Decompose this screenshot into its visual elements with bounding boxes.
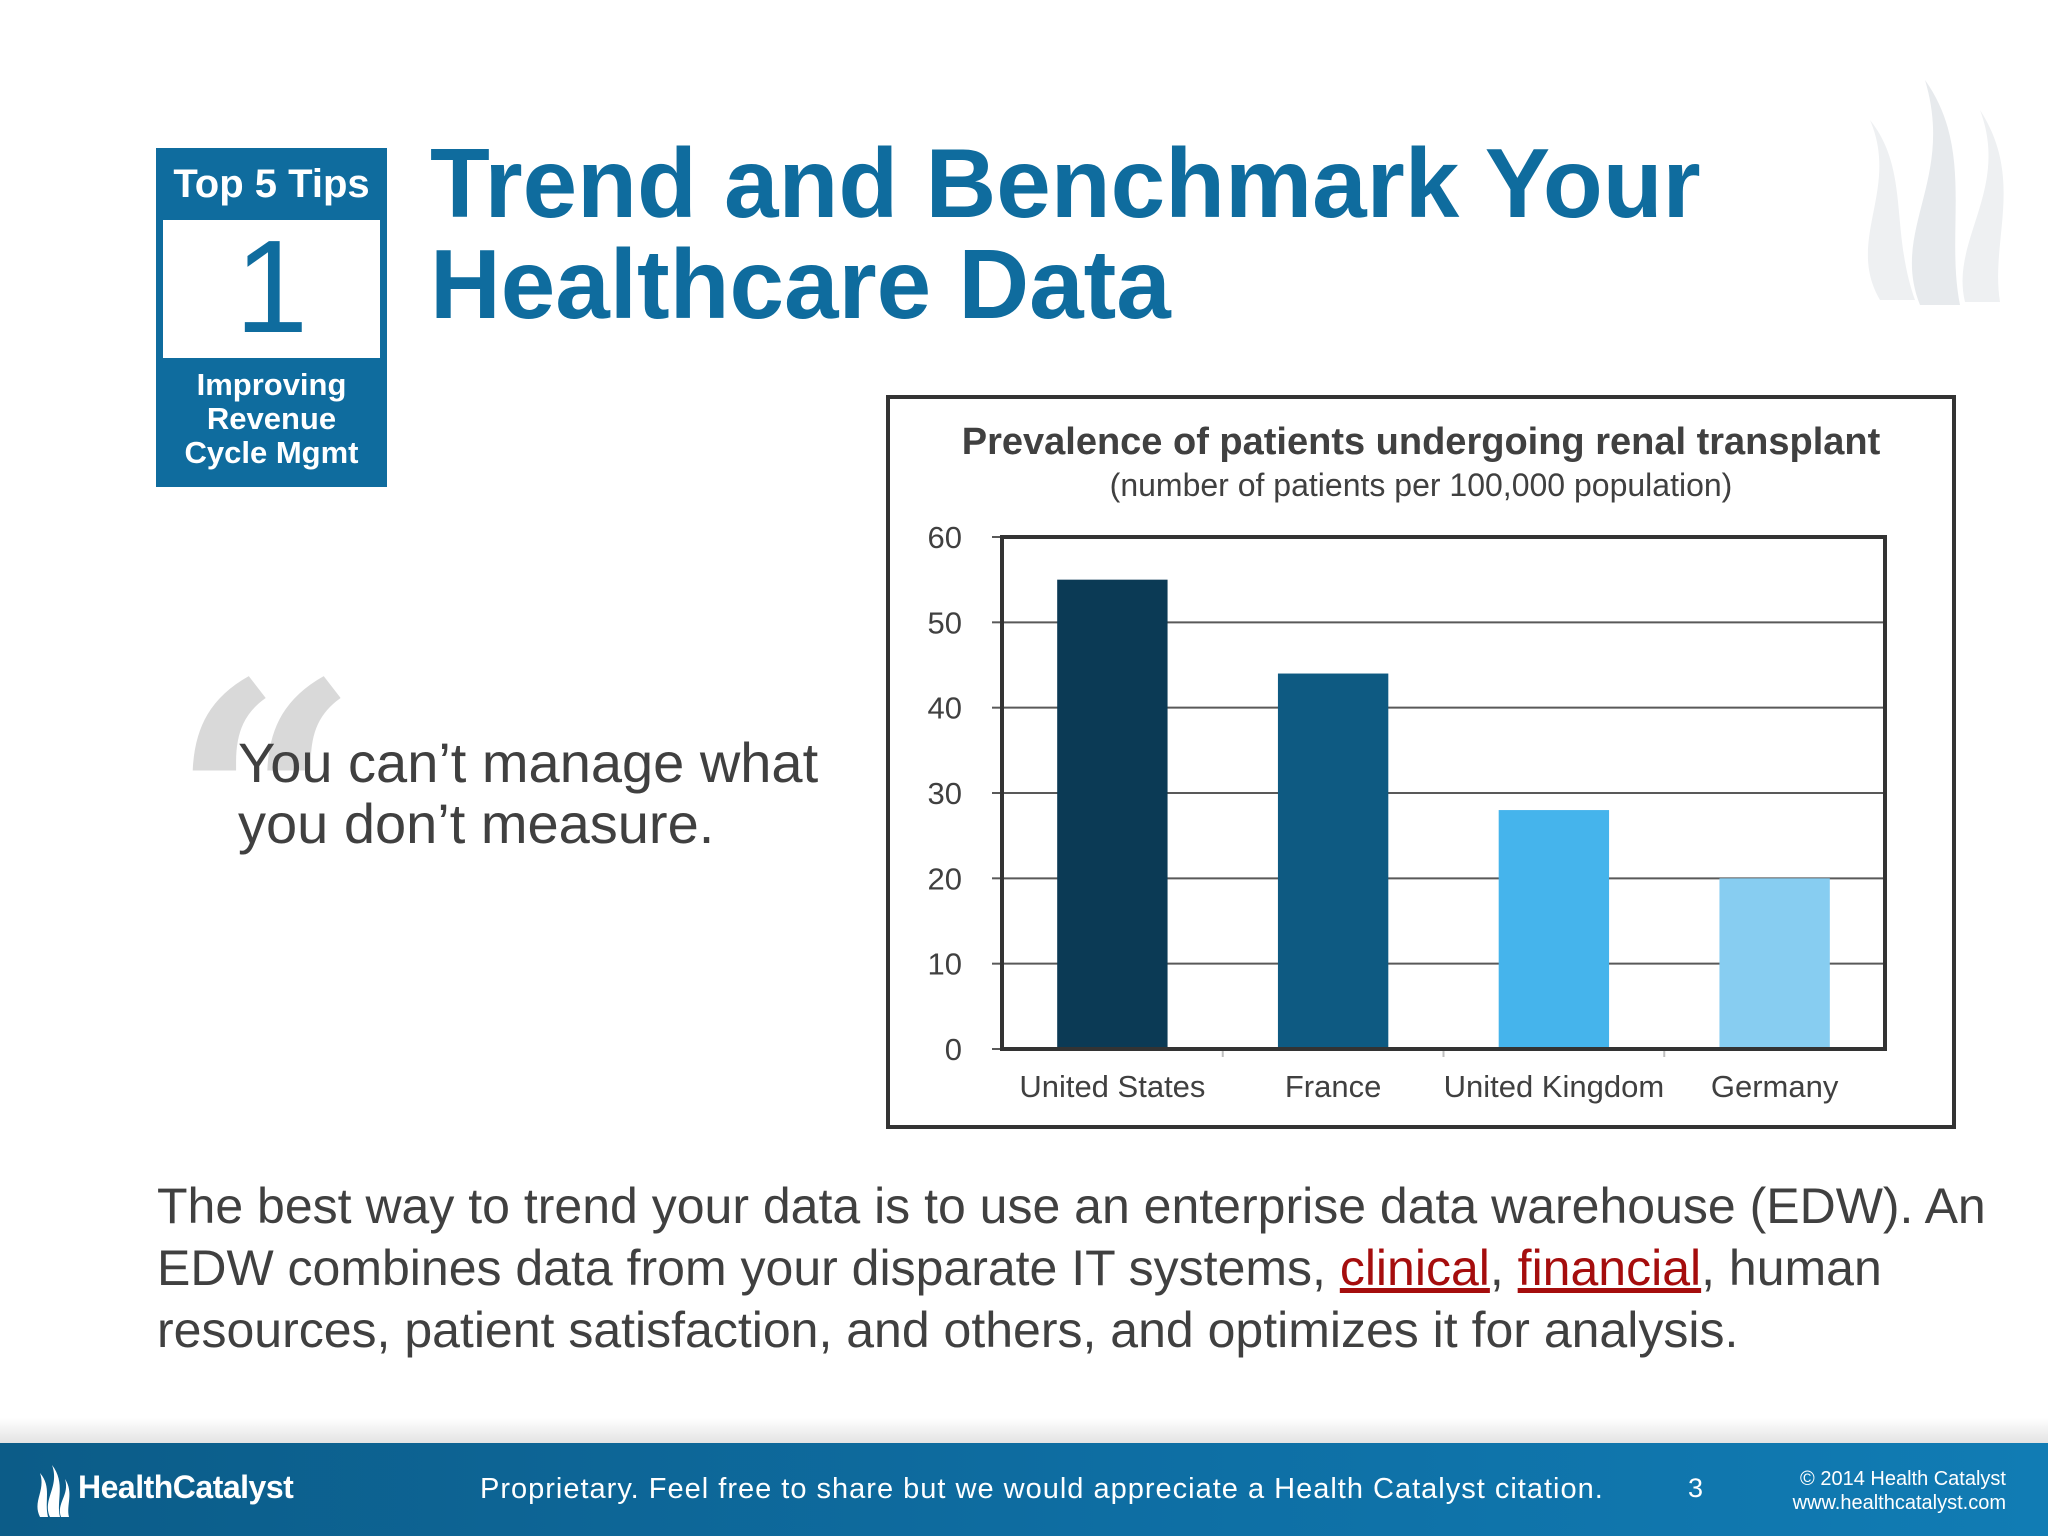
bar (1719, 878, 1830, 1049)
footer-note: Proprietary. Feel free to share but we w… (480, 1473, 1604, 1505)
footer-brand: HealthCatalyst (78, 1469, 294, 1505)
footer-copyright-block: © 2014 Health Catalyst www.healthcatalys… (1793, 1467, 2006, 1515)
quote-mark-icon: “ (170, 611, 360, 999)
chart-frame: Prevalence of patients undergoing renal … (886, 395, 1956, 1129)
slide-title: Trend and Benchmark Your Healthcare Data (430, 128, 1701, 339)
y-tick-label: 40 (928, 691, 962, 726)
bar-chart: 0 10 20 30 40 50 60 United States France United K… (928, 520, 1887, 1104)
health-catalyst-logo-icon (37, 1465, 70, 1517)
y-tick-label: 60 (928, 520, 962, 555)
body-paragraph: The best way to trend your data is to us… (157, 1175, 2017, 1361)
badge-top-label: Top 5 Tips (173, 162, 370, 206)
x-tick-label: Germany (1711, 1069, 1839, 1104)
link-financial[interactable]: financial (1517, 1240, 1702, 1296)
body-text-sep: , (1489, 1240, 1518, 1296)
bar (1498, 810, 1610, 1049)
y-tick-label: 20 (928, 861, 962, 896)
x-tick-label: France (1285, 1069, 1381, 1104)
body-text-part1: The best way to trend your data is to us… (157, 1178, 1986, 1296)
body-text-part2: , human resources, patient satisfaction,… (157, 1240, 1882, 1358)
x-tick-label: United Kingdom (1444, 1069, 1665, 1104)
bar (1057, 579, 1168, 1049)
y-tick-label: 50 (928, 605, 962, 640)
footer-shadow (0, 1418, 2048, 1444)
badge-number: 1 (234, 213, 309, 360)
footer-copyright: © 2014 Health Catalyst (1800, 1468, 2006, 1490)
flame-watermark-icon (1867, 80, 2004, 305)
plot-area-border (1000, 535, 1887, 1051)
quote-text: You can’t manage what you don’t measure. (238, 731, 819, 855)
y-tick-label: 30 (928, 776, 962, 811)
chart-subtitle: (number of patients per 100,000 populati… (1109, 467, 1733, 503)
footer-bar: HealthCatalyst Proprietary. Feel free to… (0, 1443, 2048, 1536)
y-tick-label: 10 (928, 947, 962, 982)
tips-badge: Top 5 Tips 1 Improving Revenue Cycle Mgm… (156, 148, 387, 487)
link-clinical[interactable]: clinical (1339, 1240, 1490, 1296)
page-number: 3 (1688, 1473, 1704, 1503)
x-tick-label: United States (1019, 1069, 1205, 1104)
footer-website: www.healthcatalyst.com (1792, 1492, 2006, 1514)
y-tick-label: 0 (945, 1032, 962, 1067)
bar (1277, 673, 1389, 1049)
badge-bottom-label: Improving Revenue Cycle Mgmt (184, 367, 359, 470)
badge-number-box: 1 (163, 213, 380, 360)
chart-title: Prevalence of patients undergoing renal … (961, 421, 1881, 463)
